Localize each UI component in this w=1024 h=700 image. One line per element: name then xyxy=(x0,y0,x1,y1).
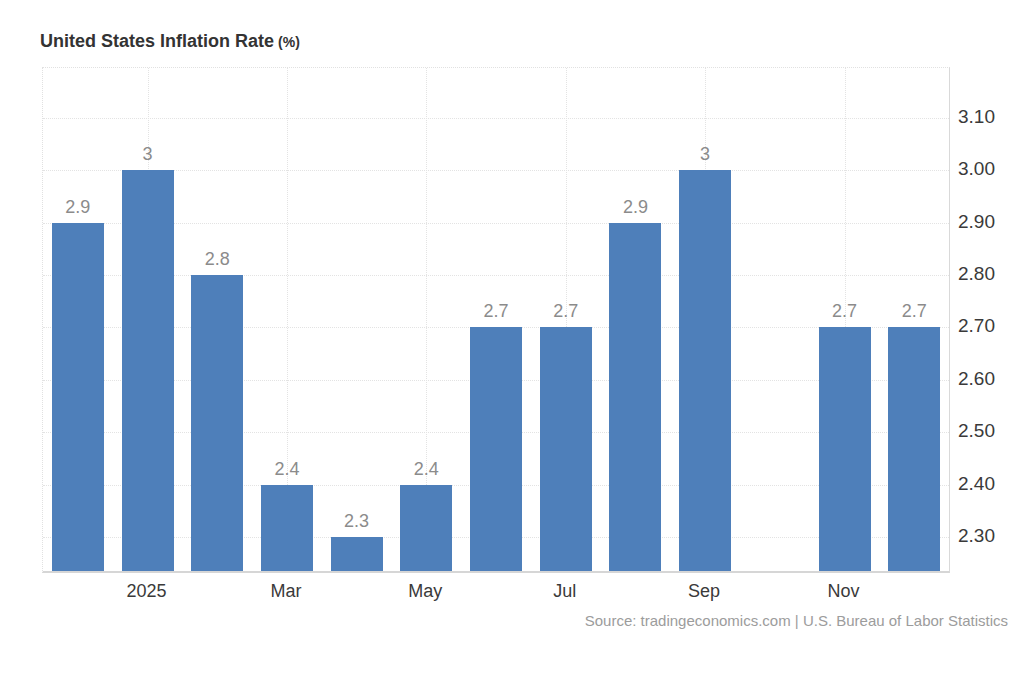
chart-page: United States Inflation Rate(%) 2.9 3 2.8 2… xyxy=(0,0,1024,700)
bar-value-label: 3 xyxy=(670,143,740,165)
bar-value-label: 2.7 xyxy=(531,300,601,322)
bar-value-label: 2.7 xyxy=(879,300,949,322)
bar[interactable] xyxy=(331,537,383,571)
bar[interactable] xyxy=(609,223,661,571)
bar-value-label: 2.3 xyxy=(322,510,392,532)
source-attribution: Source: tradingeconomics.com | U.S. Bure… xyxy=(585,612,1008,629)
y-tick-label: 2.40 xyxy=(958,473,1024,495)
y-gridline xyxy=(43,118,949,119)
bar[interactable] xyxy=(191,275,243,571)
y-tick-label: 3.10 xyxy=(958,106,1024,128)
chart-title: United States Inflation Rate(%) xyxy=(40,31,300,52)
y-tick-label: 2.90 xyxy=(958,211,1024,233)
x-tick-label: May xyxy=(380,580,470,602)
y-gridline xyxy=(43,223,949,224)
bar-value-label: 2.8 xyxy=(182,248,252,270)
y-tick-label: 2.30 xyxy=(958,525,1024,547)
bar[interactable] xyxy=(52,223,104,571)
bar[interactable] xyxy=(888,327,940,571)
x-tick-label: 2025 xyxy=(102,580,192,602)
bar[interactable] xyxy=(470,327,522,571)
bar[interactable] xyxy=(400,485,452,572)
chart-title-text: United States Inflation Rate xyxy=(40,31,274,51)
x-tick-label: Sep xyxy=(659,580,749,602)
y-tick-label: 3.00 xyxy=(958,158,1024,180)
y-gridline xyxy=(43,170,949,171)
y-tick-label: 2.60 xyxy=(958,368,1024,390)
x-tick-label: Nov xyxy=(799,580,889,602)
bar-value-label: 2.7 xyxy=(810,300,880,322)
bar[interactable] xyxy=(819,327,871,571)
x-tick-label: Jul xyxy=(520,580,610,602)
y-gridline xyxy=(43,275,949,276)
bar-value-label: 2.4 xyxy=(252,458,322,480)
bar-value-label: 2.4 xyxy=(391,458,461,480)
bar-value-label: 3 xyxy=(113,143,183,165)
bar[interactable] xyxy=(261,485,313,572)
chart-title-unit: (%) xyxy=(278,34,300,50)
y-tick-label: 2.70 xyxy=(958,315,1024,337)
plot-area: 2.932.82.42.32.42.72.72.932.72.7 xyxy=(42,67,950,573)
y-tick-label: 2.80 xyxy=(958,263,1024,285)
bar[interactable] xyxy=(679,170,731,571)
bar[interactable] xyxy=(122,170,174,571)
bar[interactable] xyxy=(540,327,592,571)
y-tick-label: 2.50 xyxy=(958,420,1024,442)
bar-value-label: 2.7 xyxy=(461,300,531,322)
bar-value-label: 2.9 xyxy=(43,196,113,218)
bar-value-label: 2.9 xyxy=(600,196,670,218)
x-tick-label: Mar xyxy=(241,580,331,602)
